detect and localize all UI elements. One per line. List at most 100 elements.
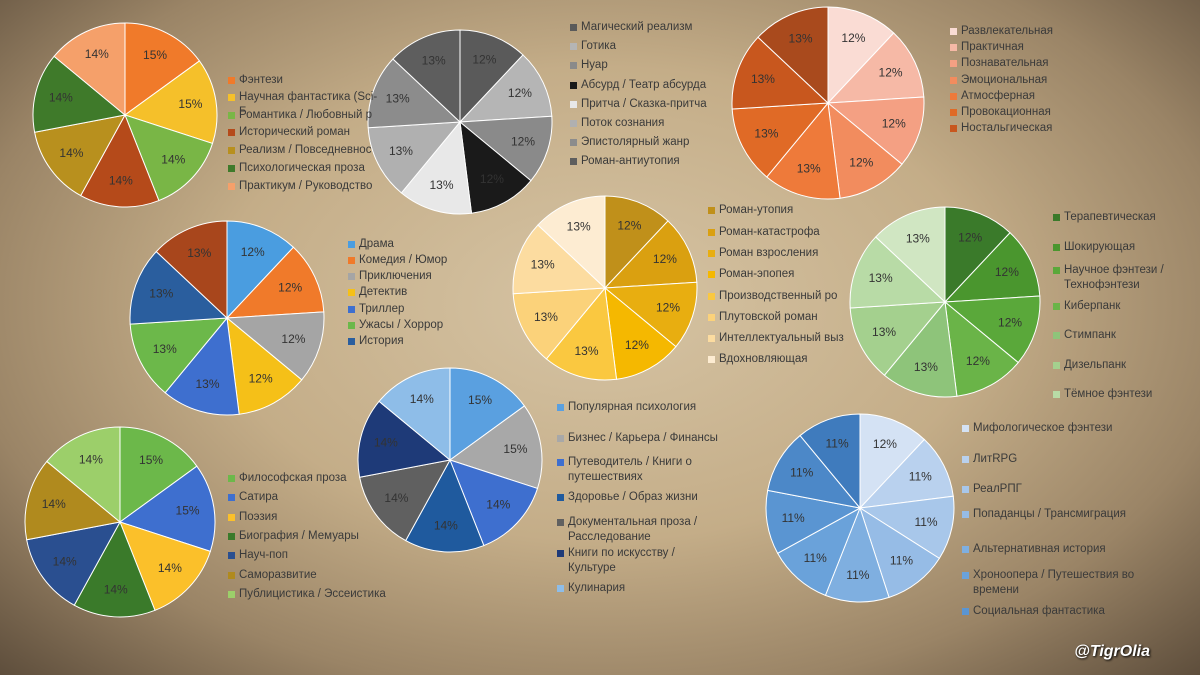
pie-slice <box>776 506 861 597</box>
pie-slice <box>459 29 524 124</box>
legend-swatch <box>348 257 355 264</box>
pie-slice <box>26 521 121 606</box>
pie-slice <box>400 120 473 215</box>
legend-label: Терапевтическая <box>1064 211 1156 223</box>
legend-swatch <box>228 494 235 501</box>
legend-item: Терапевтическая <box>1053 210 1183 225</box>
legend-label: Поток сознания <box>581 117 665 129</box>
legend-label: Научная фантастика (Sci-F <box>239 91 378 118</box>
pie-slice <box>119 426 198 523</box>
legend-label: Научное фэнтези / Технофэнтези <box>1064 264 1164 291</box>
legend-swatch <box>570 82 577 89</box>
legend-label: Магический реализм <box>581 21 693 33</box>
legend-label: Исторический роман <box>239 126 351 138</box>
pie-slice <box>603 220 698 289</box>
slice-label: 13% <box>430 178 454 192</box>
legend-swatch <box>708 335 715 342</box>
legend-swatch <box>708 207 715 214</box>
pie-slice <box>849 236 947 309</box>
slice-label: 12% <box>966 354 990 368</box>
legend-label: Практичная <box>961 41 1024 53</box>
slice-label: 13% <box>149 287 173 301</box>
legend-label: Шокирующая <box>1064 241 1136 253</box>
pie-slice <box>849 301 947 376</box>
pie-slice <box>765 489 862 554</box>
pie-slice <box>118 465 216 552</box>
legend-item: Притча / Сказка-притча <box>570 97 740 112</box>
pie-slice <box>155 220 228 320</box>
legend-swatch <box>348 241 355 248</box>
pie-slice <box>129 317 229 394</box>
legend-swatch <box>228 552 235 559</box>
legend-item: Философская проза <box>228 471 398 486</box>
legend-item: Роман-антиутопия <box>570 154 740 169</box>
legend-item: Поэзия <box>228 510 398 525</box>
slice-label: 13% <box>386 92 410 106</box>
slice-label: 12% <box>472 53 496 67</box>
legend-label: Поэзия <box>239 511 278 523</box>
slice-label: 13% <box>187 246 211 260</box>
pie-slice <box>604 286 677 380</box>
legend-item: Приключения <box>348 269 498 284</box>
slice-label: 11% <box>826 436 849 450</box>
legend-swatch <box>228 94 235 101</box>
slice-label: 14% <box>85 47 109 61</box>
pie-slice <box>367 121 462 194</box>
slice-label: 15% <box>139 453 163 467</box>
legend-swatch <box>962 425 969 432</box>
slice-label: 13% <box>906 231 930 245</box>
legend-item: РеалРПГ <box>962 482 1142 497</box>
legend-label: Эпистолярный жанр <box>581 136 690 148</box>
legend-swatch <box>348 273 355 280</box>
legend-label: Бизнес / Карьера / Финансы <box>568 432 718 444</box>
legend-label: Нуар <box>581 59 608 71</box>
slice-label: 14% <box>109 173 133 187</box>
legend-swatch <box>950 44 957 51</box>
legend-item: Социальная фантастика <box>962 604 1142 619</box>
legend-label: Хроноопера / Путешествия во времени <box>973 569 1135 596</box>
pie-slice <box>799 413 861 510</box>
slice-label: 12% <box>995 265 1019 279</box>
legend-swatch <box>1053 244 1060 251</box>
legend-label: Романтика / Любовный р <box>239 109 373 121</box>
legend-item: Эмоциональная <box>950 73 1110 88</box>
legend-label: Сатира <box>239 491 279 503</box>
legend-swatch <box>708 271 715 278</box>
slice-label: 13% <box>567 219 591 233</box>
slice-label: 13% <box>153 342 177 356</box>
legend-label: Провокационная <box>961 106 1051 118</box>
legend-swatch <box>570 120 577 127</box>
pie-slice <box>875 206 946 304</box>
pie-slice <box>123 60 218 145</box>
legend-item: Провокационная <box>950 105 1110 120</box>
legend-swatch <box>557 585 564 592</box>
legend-label: Реализм / Повседневнос <box>239 144 372 156</box>
slice-label: 11% <box>890 554 913 568</box>
slice-label: 12% <box>841 31 865 45</box>
legend-item: Фэнтези <box>228 73 378 88</box>
legend-swatch <box>557 519 564 526</box>
pie-slice <box>826 32 925 104</box>
legend-swatch <box>557 459 564 466</box>
legend-swatch <box>557 404 564 411</box>
legend-swatch <box>1053 267 1060 274</box>
legend-item: Путеводитель / Книги о путешествиях <box>557 455 722 485</box>
legend-item: Атмосферная <box>950 89 1110 104</box>
legend-item: Сатира <box>228 490 398 505</box>
legend-label: Притча / Сказка-притча <box>581 98 707 110</box>
pie-slice <box>944 206 1011 304</box>
legend-label: Триллер <box>359 303 405 315</box>
slice-label: 13% <box>531 258 555 272</box>
legend-label: Путеводитель / Книги о путешествиях <box>568 456 692 483</box>
legend-label: История <box>359 335 404 347</box>
legend-label: Фэнтези <box>239 74 283 86</box>
slice-label: 11% <box>909 469 932 483</box>
pie-slice <box>858 438 954 509</box>
legend-label: Интеллектуальный выз <box>719 332 844 344</box>
legend-swatch <box>950 93 957 100</box>
legend-label: Книги по искусству / Культуре <box>568 547 675 574</box>
legend-label: Биография / Мемуары <box>239 530 359 542</box>
legend-swatch <box>228 183 235 190</box>
slice-label: 13% <box>751 72 775 86</box>
